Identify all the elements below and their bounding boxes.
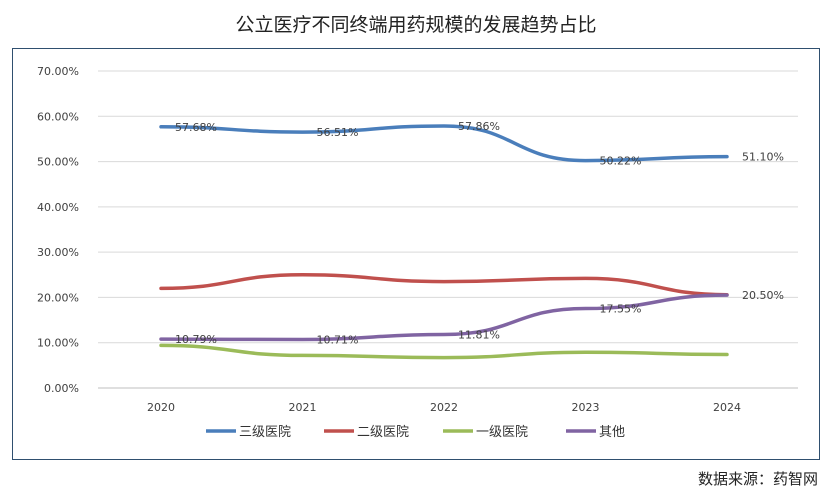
x-tick-label: 2020 — [147, 401, 175, 414]
data-label: 11.81% — [458, 329, 500, 342]
series-line — [159, 343, 729, 360]
data-label: 17.55% — [600, 303, 642, 316]
data-label: 50.22% — [600, 155, 642, 168]
series-lines — [159, 124, 729, 360]
x-tick-label: 2023 — [572, 401, 600, 414]
data-label: 10.71% — [317, 333, 359, 346]
series-line — [159, 293, 729, 342]
series-line — [159, 124, 729, 163]
legend-label: 二级医院 — [357, 425, 409, 440]
x-tick-label: 2021 — [289, 401, 317, 414]
y-tick-label: 40.00% — [37, 201, 79, 214]
data-label: 10.79% — [175, 333, 217, 346]
y-tick-label: 20.00% — [37, 291, 79, 304]
y-tick-label: 50.00% — [37, 156, 79, 169]
data-label: 51.10% — [742, 151, 784, 164]
x-tick-label: 2024 — [713, 401, 741, 414]
y-tick-label: 0.00% — [44, 382, 79, 395]
data-label: 56.51% — [317, 126, 359, 139]
legend-label: 一级医院 — [476, 425, 528, 440]
y-axis: 0.00% 10.00% 20.00% 30.00% 40.00% 50.00% 60.00… — [37, 65, 79, 395]
x-axis: 2020 2021 2022 2023 2024 — [147, 401, 741, 414]
y-tick-label: 60.00% — [37, 110, 79, 123]
y-tick-label: 10.00% — [37, 337, 79, 350]
grid-lines — [98, 70, 798, 389]
y-tick-label: 70.00% — [37, 65, 79, 78]
data-labels: 57.68% 56.51% 57.86% 50.22% 51.10% 10.79% 10.7… — [175, 120, 784, 347]
line-chart: 0.00% 10.00% 20.00% 30.00% 40.00% 50.00% 60.00… — [37, 65, 798, 440]
y-tick-label: 30.00% — [37, 246, 79, 259]
legend-label: 其他 — [599, 425, 625, 440]
series-line — [159, 273, 729, 297]
chart-frame: 0.00% 10.00% 20.00% 30.00% 40.00% 50.00% 60.00… — [12, 48, 820, 460]
legend-label: 三级医院 — [239, 425, 291, 440]
data-label: 20.50% — [742, 289, 784, 302]
data-source-note: 数据来源：药智网 — [697, 470, 818, 488]
x-tick-label: 2022 — [430, 401, 458, 414]
data-label: 57.86% — [458, 120, 500, 133]
chart-title: 公立医疗不同终端用药规模的发展趋势占比 — [235, 14, 597, 36]
legend: 三级医院 二级医院 一级医院 其他 — [206, 425, 625, 440]
data-label: 57.68% — [175, 121, 217, 134]
